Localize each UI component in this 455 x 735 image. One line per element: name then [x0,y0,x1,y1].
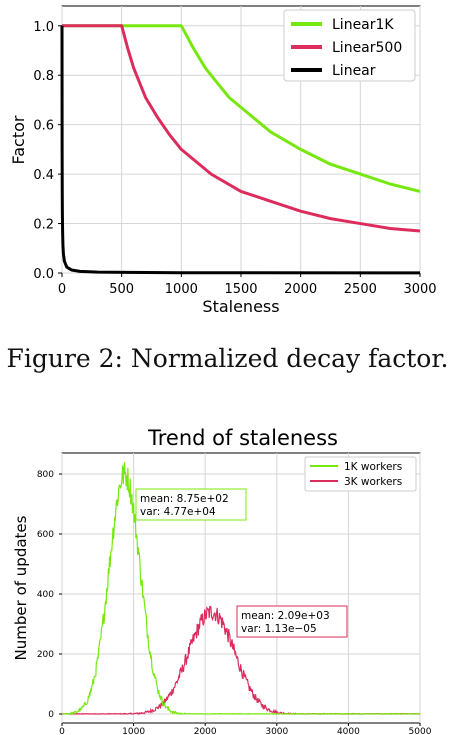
y-tick-label: 800 [37,470,54,480]
x-tick-label: 3000 [403,282,436,297]
staleness-trend-chart: Trend of staleness 0 1000 2000 3000 4000 5000… [12,426,432,735]
series-lines [61,462,421,716]
x-tick-label: 1000 [122,727,145,735]
x-tick-label: 2000 [284,282,317,297]
y-axis-label: Factor [9,115,28,164]
legend-label: 3K workers [344,476,402,488]
decay-factor-chart: 0 500 1000 1500 2000 2500 3000 0.0 0.2 0.4 0.6 0.8 1… [9,5,437,315]
x-tick-label: 1500 [224,282,257,297]
y-tick-label: 0 [48,710,54,720]
legend: 1K workers 3K workers [304,456,417,492]
legend-label: 1K workers [344,461,402,473]
legend-label: Linear1K [332,17,394,33]
annotation-mean: mean: 8.75e+02 [140,493,229,505]
x-tick-label: 3000 [265,727,288,735]
y-tick-label: 400 [37,590,54,600]
x-tick-label: 0 [58,282,66,297]
x-tick-label: 1000 [165,282,198,297]
y-tick-label: 0.0 [33,267,54,282]
y-tick-label: 200 [37,650,54,660]
figure-caption: Figure 2: Normalized decay factor. [6,344,449,373]
y-axis-label: Number of updates [12,515,30,660]
y-tick-label: 0.4 [33,168,54,183]
annotation-mean: mean: 2.09e+03 [241,610,330,622]
chart-title: Trend of staleness [147,426,338,450]
legend: Linear1K Linear500 Linear [283,9,416,82]
series-line-linear500 [62,24,421,233]
y-tick-label: 0.8 [33,69,54,84]
series-line-linear1k [62,24,421,193]
annotation-var: var: 4.77e+04 [140,506,216,518]
legend-box [283,9,416,82]
x-tick-label: 500 [109,282,134,297]
x-tick-label: 2000 [194,727,217,735]
legend-label: Linear500 [332,40,402,56]
x-tick-label: 4000 [337,727,360,735]
axis-ticks: 0 500 1000 1500 2000 2500 3000 0.0 0.2 0.4 0.6 0.8 1… [33,20,436,297]
y-tick-label: 1.0 [33,20,54,35]
y-tick-label: 600 [37,530,54,540]
axis-ticks: 0 1000 2000 3000 4000 5000 0 200 400 600 800 [37,470,432,735]
y-tick-label: 0.6 [33,119,54,134]
x-tick-label: 5000 [409,727,432,735]
series-lines [60,24,421,275]
y-tick-label: 0.2 [33,218,54,233]
x-tick-label: 0 [59,727,65,735]
series-line-linear [60,25,421,275]
x-tick-label: 2500 [344,282,377,297]
legend-label: Linear [332,63,376,79]
annotation-box [135,488,247,521]
annotation-box [236,605,348,638]
x-axis-label: Staleness [202,297,279,315]
series-line-1k-workers [61,462,420,716]
annotation-var: var: 1.13e−05 [241,623,317,635]
